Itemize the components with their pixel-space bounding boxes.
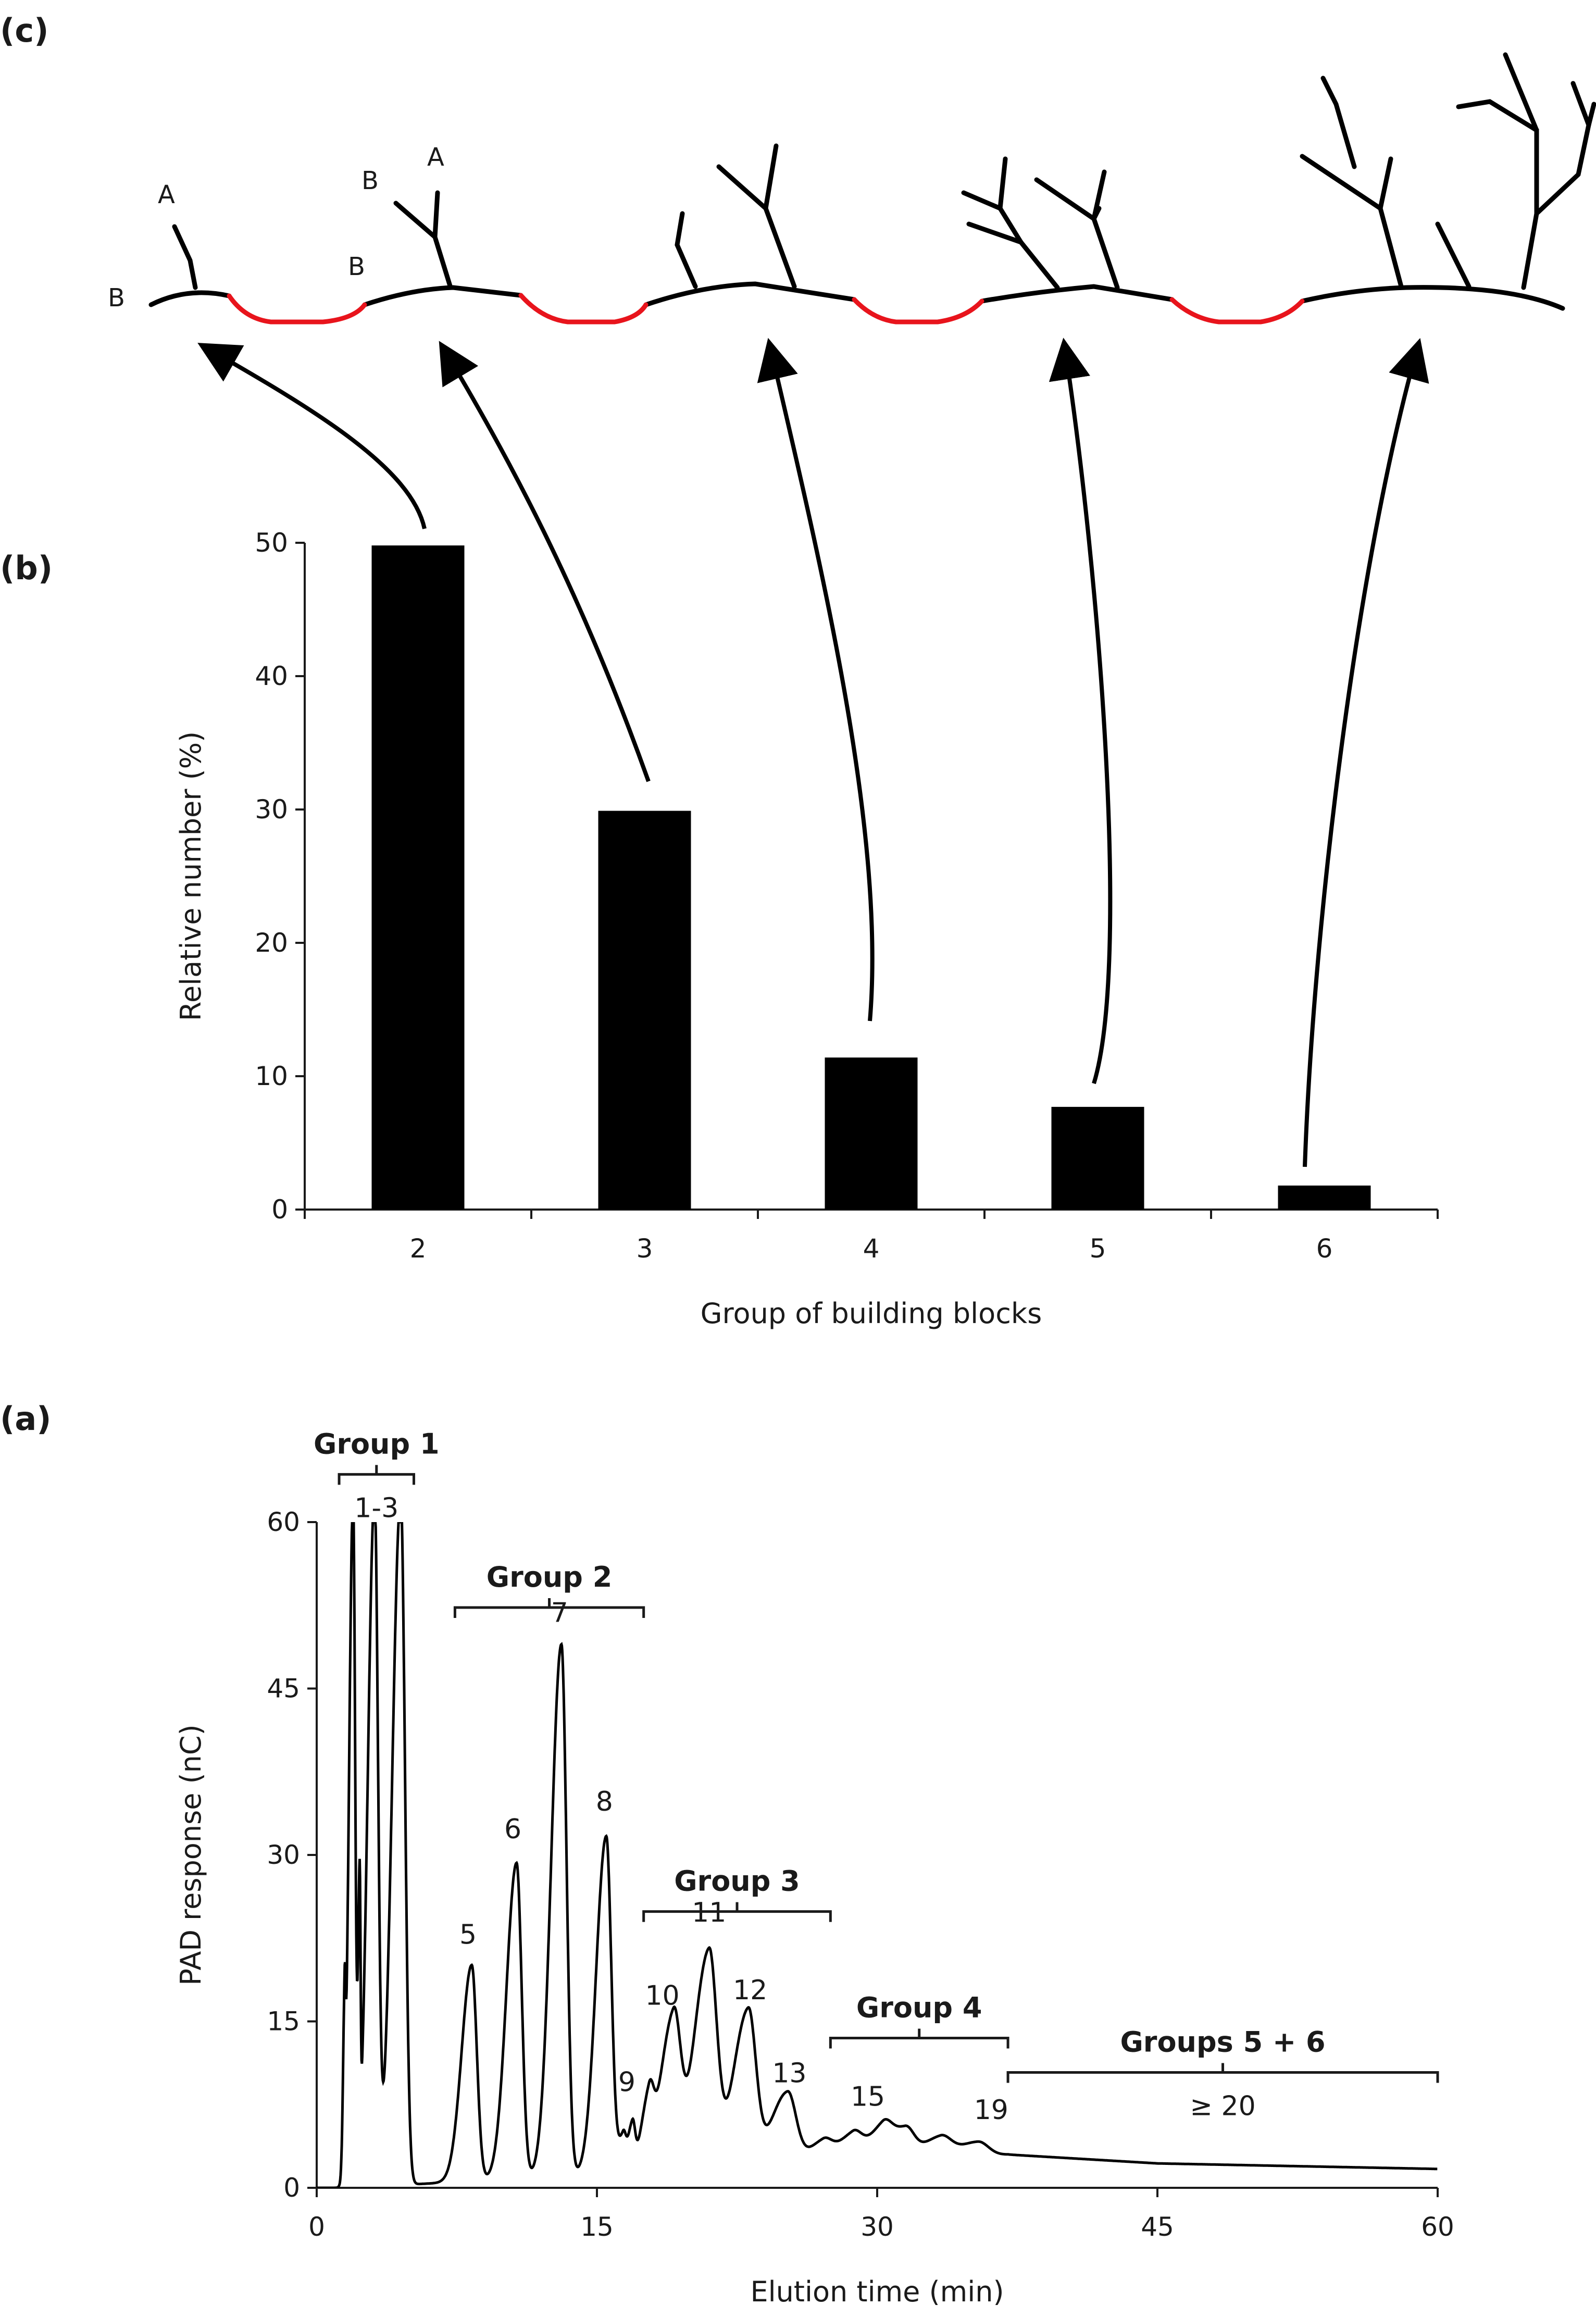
y-axis-title: Relative number (%) <box>174 731 207 1021</box>
peak-label: 12 <box>733 1975 767 2006</box>
branch-5-i <box>1586 102 1596 128</box>
panel-label-a: (a) <box>0 1400 52 1438</box>
x-tick-label: 4 <box>863 1234 880 1264</box>
group-bracket <box>453 1598 645 1618</box>
y-tick-label: 40 <box>255 661 288 691</box>
branch-5-c <box>1320 76 1357 169</box>
linker-4 <box>1169 297 1305 325</box>
peak-label: 8 <box>596 1786 613 1817</box>
panel-label-b: (b) <box>0 549 53 587</box>
x-axis-title: Group of building blocks <box>701 1297 1042 1330</box>
group-range-label: ≥ 20 <box>1190 2090 1255 2122</box>
chromatogram: 0 15 30 45 60 0 15 30 45 60 Elution time (min) PAD … <box>174 1427 1454 2308</box>
panel-label-c: (c) <box>0 11 48 49</box>
peak-label: 10 <box>645 1980 679 2012</box>
y-tick-label: 30 <box>267 1840 300 1870</box>
y-tick-label: 15 <box>267 2007 300 2037</box>
peak-label: 19 <box>974 2095 1008 2126</box>
peak-label: 6 <box>504 1814 521 1845</box>
branch-4-d <box>1034 177 1120 290</box>
bar <box>1051 1106 1144 1210</box>
letter-a-2: A <box>427 143 444 172</box>
arrow-4 <box>757 338 875 1022</box>
bar <box>1278 1185 1371 1210</box>
group-label: Group 4 <box>856 1991 982 2024</box>
backbone-segment-4 <box>979 284 1175 304</box>
branch-3-c <box>763 143 779 211</box>
branch-4-c <box>998 156 1008 211</box>
backbone-segment-2 <box>362 285 523 307</box>
y-tick-label: 0 <box>271 1194 288 1225</box>
peak-label: 15 <box>851 2081 885 2112</box>
x-tick-label: 2 <box>410 1234 427 1264</box>
arrow-2 <box>197 343 427 529</box>
backbone-segment-3 <box>643 281 857 307</box>
branch-5-g <box>1503 52 1539 133</box>
x-tick-label: 45 <box>1141 2212 1174 2242</box>
y-tick-label: 10 <box>255 1061 288 1091</box>
backbone-segment-5 <box>1300 285 1565 311</box>
group-bracket <box>829 2028 1009 2049</box>
y-tick-label: 20 <box>255 928 288 958</box>
structure-letters: B A B B A <box>108 143 444 313</box>
linking-arrows <box>197 338 1429 1167</box>
arrow-3 <box>439 341 651 782</box>
bar <box>371 545 465 1210</box>
group-label: Group 1 <box>314 1427 440 1460</box>
group-label: Groups 5 + 6 <box>1120 2025 1325 2058</box>
bar <box>598 811 691 1210</box>
peak-label: 5 <box>459 1919 477 1950</box>
branch-5-f <box>1456 99 1539 216</box>
letter-b-3: B <box>361 166 379 195</box>
arrow-6 <box>1303 338 1429 1167</box>
branch-5-d <box>1435 221 1472 289</box>
group-bracket <box>338 1465 416 1485</box>
linker-2 <box>518 293 649 325</box>
peak-label: 7 <box>551 1598 568 1629</box>
branched-structure-schematic <box>148 52 1596 325</box>
group-label: Group 2 <box>487 1561 613 1593</box>
branch-2-side <box>432 190 440 240</box>
arrow-5 <box>1049 338 1113 1085</box>
x-tick-label: 30 <box>861 2212 894 2242</box>
letter-b-2: B <box>348 252 365 281</box>
group-bracket <box>1006 2063 1439 2083</box>
group-label: Group 3 <box>674 1865 800 1898</box>
branch-4-f <box>1091 206 1102 221</box>
x-tick-label: 15 <box>580 2212 614 2242</box>
branch-3-b <box>716 164 797 289</box>
y-tick-label: 30 <box>255 794 288 825</box>
x-tick-label: 5 <box>1090 1234 1106 1264</box>
branch-5-e <box>1521 172 1581 290</box>
branch-2-main <box>393 201 453 290</box>
branch-5-b <box>1378 156 1393 211</box>
x-tick-label: 0 <box>308 2212 325 2242</box>
group-range-label: 1-3 <box>354 1492 398 1524</box>
y-tick-label: 60 <box>267 1507 300 1537</box>
y-tick-label: 45 <box>267 1674 300 1704</box>
y-tick-label: 50 <box>255 528 288 558</box>
x-tick-label: 3 <box>637 1234 653 1264</box>
group-bracket <box>642 1902 832 1922</box>
linker-1 <box>227 293 367 325</box>
linker-3 <box>852 297 984 325</box>
backbone-segment-1 <box>148 290 232 307</box>
x-axis-title: Elution time (min) <box>750 2275 1004 2308</box>
branch-1 <box>172 224 198 290</box>
trace-line <box>317 1522 1438 2188</box>
letter-a-1: A <box>158 180 175 209</box>
x-tick-label: 60 <box>1421 2212 1454 2242</box>
letter-b-1: B <box>108 283 125 313</box>
y-axis-title: PAD response (nC) <box>174 1724 207 1985</box>
y-tick-label: 0 <box>283 2173 300 2203</box>
peak-label: 13 <box>772 2058 806 2089</box>
peak-label: 9 <box>618 2067 635 2098</box>
x-tick-label: 6 <box>1316 1234 1333 1264</box>
bar <box>825 1057 918 1210</box>
bar-chart: 0 10 20 30 40 50 2 3 4 5 6 Group of building blocks… <box>174 528 1439 1330</box>
branch-3-a <box>675 211 698 289</box>
branch-5-h <box>1570 81 1591 177</box>
branch-4-b <box>961 190 1024 245</box>
